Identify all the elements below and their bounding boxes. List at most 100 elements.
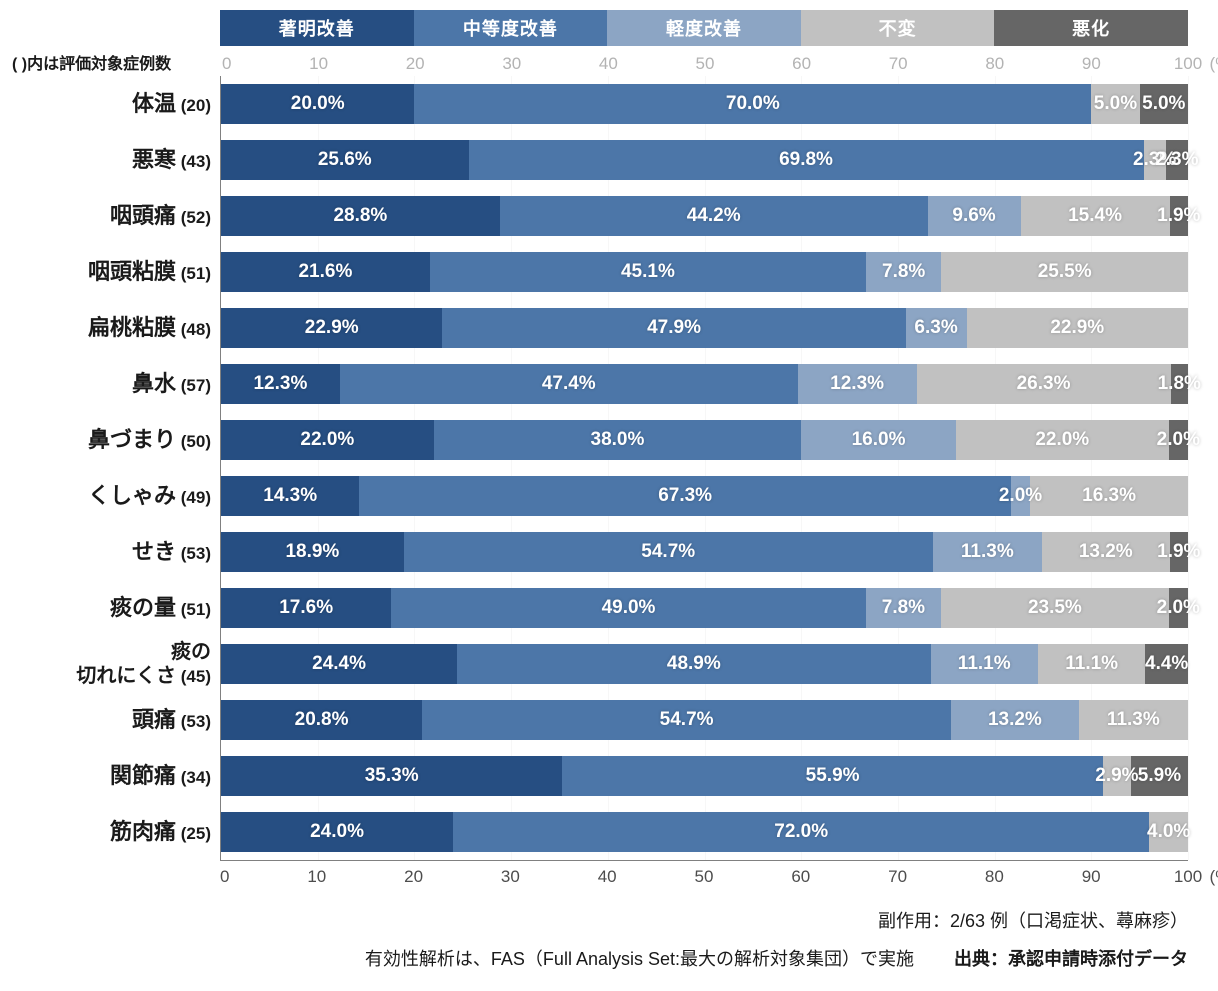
bar-segment: 22.9% (221, 308, 442, 348)
stacked-bar: 28.8%44.2%9.6%15.4%1.9% (221, 196, 1188, 236)
bar-segment: 6.3% (906, 308, 967, 348)
bar-segment: 20.0% (221, 84, 414, 124)
axis-tick: 50 (696, 54, 715, 74)
axis-tick: 30 (502, 54, 521, 74)
stacked-bar: 14.3%67.3%2.0%16.3% (221, 476, 1188, 516)
stacked-bar: 12.3%47.4%12.3%26.3%1.8% (221, 364, 1188, 404)
axis-unit: (%) (1210, 54, 1218, 74)
axis-tick: 0 (220, 867, 229, 887)
axis-tick: 40 (599, 54, 618, 74)
bar-segment: 54.7% (422, 700, 951, 740)
segment-value: 44.2% (687, 205, 741, 227)
segment-value: 38.0% (591, 429, 645, 451)
segment-value: 5.9% (1138, 765, 1181, 787)
segment-value: 54.7% (660, 709, 714, 731)
segment-value: 17.6% (279, 597, 333, 619)
stacked-bar: 25.6%69.8%2.3%2.3% (221, 140, 1188, 180)
segment-value: 2.0% (999, 485, 1042, 507)
bar-segment: 44.2% (500, 196, 928, 236)
segment-value: 5.0% (1094, 93, 1137, 115)
stacked-bar: 24.0% 72.0%4.0% (221, 812, 1188, 852)
row-label: 鼻水 (57) (11, 371, 221, 397)
bar-row: 筋肉痛 (25)24.0%72.0%4.0% (221, 804, 1188, 860)
grid-line (1188, 76, 1189, 860)
bar-segment: 48.9% (457, 644, 930, 684)
row-label: 咽頭痛 (52) (11, 203, 221, 229)
bar-segment: 1.8% (1171, 364, 1188, 404)
bar-segment: 72.0% (453, 812, 1149, 852)
bar-segment: 14.3% (221, 476, 359, 516)
axis-tick: 60 (792, 54, 811, 74)
axis-tick: 40 (598, 867, 617, 887)
bar-segment: 16.3% (1030, 476, 1188, 516)
segment-value: 35.3% (365, 765, 419, 787)
bar-segment: 2.0% (1169, 588, 1188, 628)
stacked-bar: 35.3% 55.9% 2.9% 5.9% (221, 756, 1188, 796)
bar-segment: 23.5% (941, 588, 1168, 628)
row-label: 筋肉痛 (25) (11, 819, 221, 845)
bar-segment: 47.9% (442, 308, 905, 348)
segment-value: 11.3% (961, 541, 1014, 563)
chart-area: 体温 (20)20.0%70.0%5.0%5.0%悪寒 (43)25.6%69.… (220, 76, 1188, 861)
segment-value: 54.7% (641, 541, 695, 563)
bar-row: 悪寒 (43)25.6%69.8%2.3%2.3% (221, 132, 1188, 188)
axis-tick: 20 (406, 54, 425, 74)
stacked-bar: 22.0%38.0%16.0%22.0%2.0% (221, 420, 1188, 460)
bar-segment: 2.0% (1011, 476, 1030, 516)
segment-value: 4.0% (1147, 821, 1190, 843)
segment-value: 11.3% (1107, 709, 1160, 731)
segment-value: 24.0% (310, 821, 364, 843)
axis-tick: 10 (309, 54, 328, 74)
axis-tick: 100 (1174, 54, 1202, 74)
bar-segment: 22.0% (956, 420, 1169, 460)
segment-value: 47.4% (542, 373, 596, 395)
row-label: 体温 (20) (11, 91, 221, 117)
segment-value: 9.6% (952, 205, 995, 227)
row-label: せき (53) (11, 539, 221, 565)
segment-value: 6.3% (914, 317, 957, 339)
segment-value: 24.4% (312, 653, 366, 675)
bar-row: せき (53)18.9%54.7%11.3%13.2%1.9% (221, 524, 1188, 580)
legend: 著明改善中等度改善軽度改善不変悪化 (220, 10, 1188, 46)
segment-value: 2.0% (1157, 597, 1200, 619)
axis-tick: 80 (985, 54, 1004, 74)
bar-row: 関節痛 (34)35.3%55.9%2.9%5.9% (221, 748, 1188, 804)
axis-top: 0102030405060708090100(%) (222, 54, 1188, 76)
segment-value: 22.0% (1035, 429, 1089, 451)
axis-tick: 100 (1174, 867, 1202, 887)
segment-value: 16.3% (1082, 485, 1136, 507)
bar-segment: 4.0% (1149, 812, 1188, 852)
segment-value: 18.9% (285, 541, 339, 563)
bar-segment: 12.3% (221, 364, 340, 404)
axis-tick: 20 (404, 867, 423, 887)
row-label: 鼻づまり (50) (11, 427, 221, 453)
segment-value: 49.0% (602, 597, 656, 619)
segment-value: 23.5% (1028, 597, 1082, 619)
stacked-bar: 24.4%48.9%11.1%11.1%4.4% (221, 644, 1188, 684)
axis-unit: (%) (1210, 867, 1218, 887)
bar-segment: 5.0% (1140, 84, 1188, 124)
row-label: 扁桃粘膜 (48) (11, 315, 221, 341)
bar-segment: 69.8% (469, 140, 1144, 180)
axis-tick: 50 (695, 867, 714, 887)
segment-value: 12.3% (253, 373, 307, 395)
bar-segment: 24.0% (221, 812, 453, 852)
bar-row: 扁桃粘膜 (48)22.9%47.9%6.3%22.9% (221, 300, 1188, 356)
bar-row: 体温 (20)20.0%70.0%5.0%5.0% (221, 76, 1188, 132)
segment-value: 15.4% (1068, 205, 1122, 227)
segment-value: 55.9% (806, 765, 860, 787)
bar-segment: 2.3% (1166, 140, 1188, 180)
note-top: ( )内は評価対象症例数 (12, 50, 222, 74)
bar-segment: 1.9% (1170, 532, 1188, 572)
segment-value: 11.1% (958, 653, 1011, 675)
bar-segment: 21.6% (221, 252, 430, 292)
row-label: くしゃみ (49) (11, 483, 221, 509)
bar-segment: 11.3% (1079, 700, 1188, 740)
segment-value: 7.8% (882, 597, 925, 619)
bar-segment: 7.8% (866, 252, 941, 292)
row-label: 痰の切れにくさ (45) (11, 640, 221, 688)
segment-value: 13.2% (1079, 541, 1133, 563)
segment-value: 25.6% (318, 149, 372, 171)
stacked-bar: 18.9% 54.7% 11.3% 13.2% 1.9% (221, 532, 1188, 572)
bar-segment: 2.9% (1103, 756, 1131, 796)
